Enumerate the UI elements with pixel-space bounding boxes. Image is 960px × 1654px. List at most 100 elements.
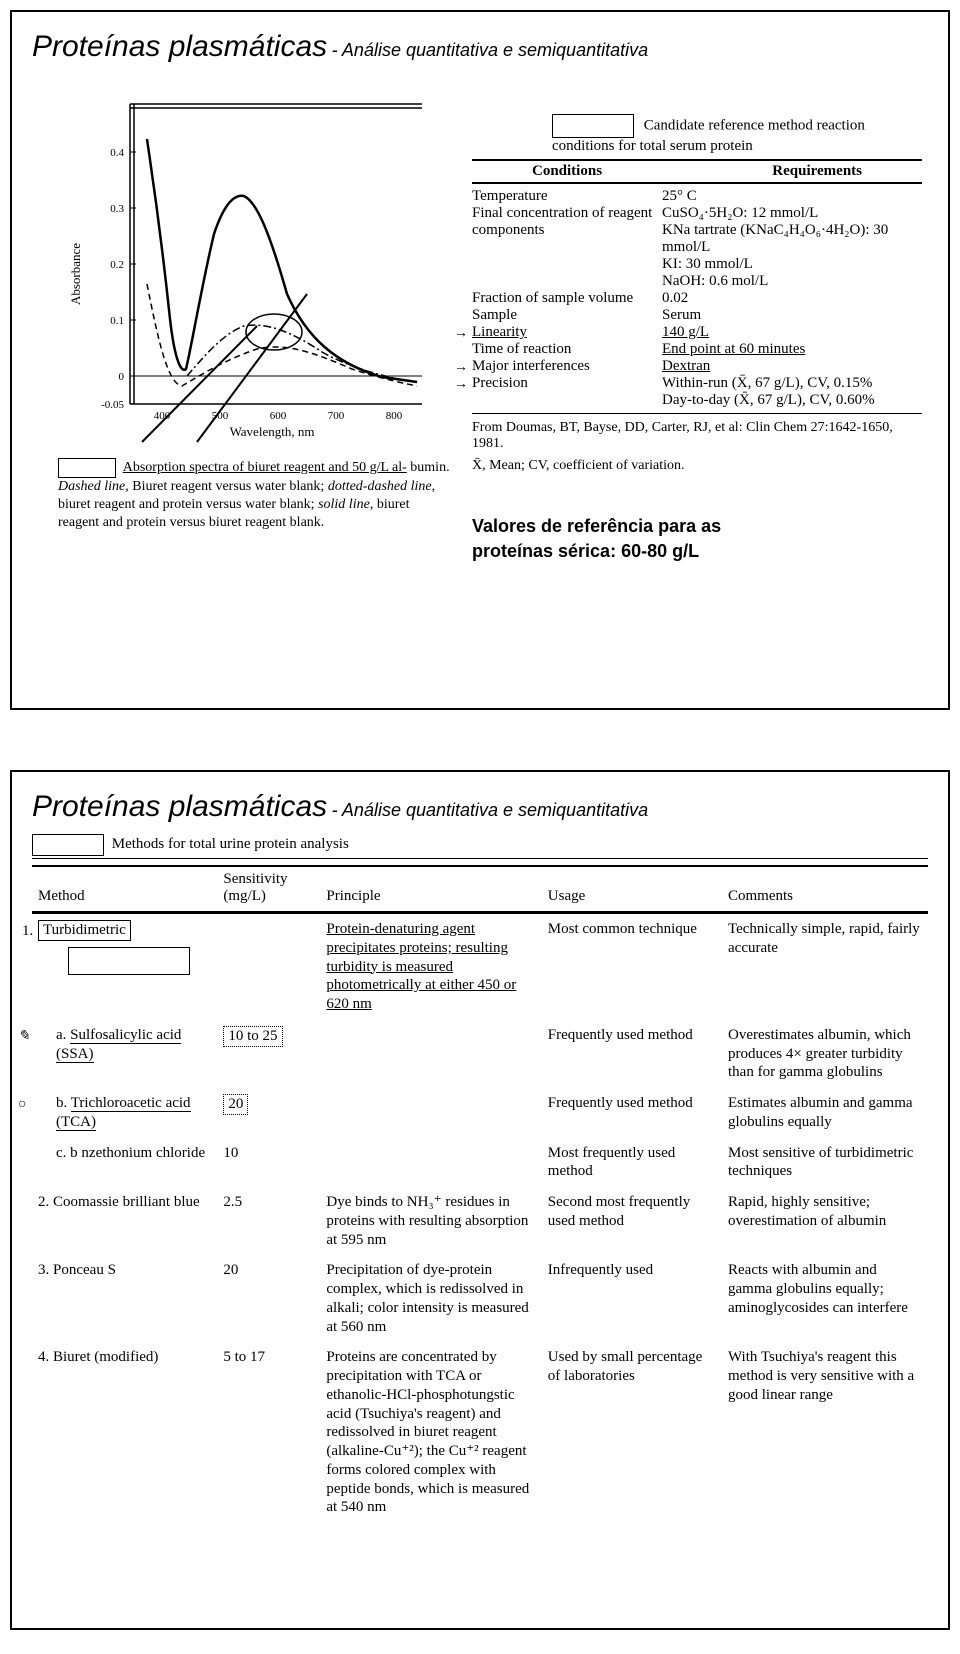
arrow-icon: → [454, 377, 468, 393]
cond-row: →PrecisionWithin-run (X̄, 67 g/L), CV, 0… [472, 375, 922, 409]
svg-text:-0.05: -0.05 [101, 399, 124, 411]
svg-text:800: 800 [386, 410, 403, 422]
svg-text:0.1: 0.1 [110, 315, 124, 327]
cond-row: SampleSerum [472, 307, 922, 324]
figure-label-box [58, 458, 116, 478]
cond-value: CuSO₄·5H₂O: 12 mmol/L [662, 205, 922, 222]
title-main: Proteínas plasmáticas [32, 30, 327, 63]
ref-footnote-2: X̄, Mean; CV, coefficient of variation. [472, 458, 922, 474]
cell-usage: Second most frequently used method [542, 1187, 722, 1255]
cond-value: 25° C [662, 188, 922, 205]
title-sep: - [332, 40, 342, 60]
table-row: ○b. Trichloroacetic acid (TCA)20 Frequent… [32, 1088, 928, 1138]
urine-table-header: Methods for total urine protein analysis [32, 834, 928, 859]
table-row: 1.Turbidimetric Protein-denaturing agent … [32, 913, 928, 1020]
cell-method: c. b nzethonium chloride [32, 1138, 217, 1188]
cond-row: Time of reaction End point at 60 minutes [472, 341, 922, 358]
cell-sensitivity [217, 913, 320, 1020]
cell-usage: Used by small percentage of laboratories [542, 1342, 722, 1523]
col-conditions: Conditions [532, 163, 602, 180]
cond-row: Fraction of sample volume0.02 [472, 290, 922, 307]
cell-method: 1.Turbidimetric [32, 913, 217, 1020]
cond-name: Linearity [472, 324, 527, 340]
svg-text:0.4: 0.4 [110, 147, 124, 159]
cond-value: End point at 60 minutes [662, 341, 922, 358]
cond-value: KNa tartrate (KNaC₄H₄O₆·4H₂O): 30 mmol/L [662, 222, 922, 256]
cell-usage: Infrequently used [542, 1255, 722, 1342]
cell-sensitivity: 5 to 17 [217, 1342, 320, 1523]
cell-sensitivity: 20 [217, 1255, 320, 1342]
table-row: ✎a. Sulfosalicylic acid (SSA)10 to 25 Fre… [32, 1020, 928, 1088]
table-row: 2. Coomassie brilliant blue2.5Dye binds … [32, 1187, 928, 1255]
cell-principle: Dye binds to NH₃⁺ residues in proteins w… [320, 1187, 541, 1255]
chart-caption: Absorption spectra of biuret reagent and… [52, 458, 452, 533]
cell-principle [320, 1020, 541, 1088]
urine-methods-table: Method Sensitivity(mg/L) Principle Usage… [32, 865, 928, 1523]
arrow-icon: → [454, 360, 468, 376]
col-comments: Comments [722, 866, 928, 913]
table-row: c. b nzethonium chloride10 Most frequentl… [32, 1138, 928, 1188]
title-sub-2: Análise quantitativa e semiquantitativa [342, 800, 648, 820]
cell-comments: Rapid, highly sensitive; overestimation … [722, 1187, 928, 1255]
cell-principle [320, 1138, 541, 1188]
x-axis-label: Wavelength, nm [230, 424, 315, 439]
cell-method: 3. Ponceau S [32, 1255, 217, 1342]
slide1-title: Proteínas plasmáticas - Análise quantita… [32, 30, 928, 64]
cond-row: Temperature 25° C [472, 188, 922, 205]
urine-label-box [32, 834, 104, 856]
cell-sensitivity: 10 to 25 [217, 1020, 320, 1088]
ref-footnote-1: From Doumas, BT, Bayse, DD, Carter, RJ, … [472, 420, 922, 452]
cond-value: Day-to-day (X̄, 67 g/L), CV, 0.60% [662, 392, 922, 409]
cell-usage: Frequently used method [542, 1020, 722, 1088]
cond-name: Time of reaction [472, 341, 571, 357]
cell-principle: Precipitation of dye-protein complex, wh… [320, 1255, 541, 1342]
cell-principle: Protein-denaturing agent precipitates pr… [320, 913, 541, 1020]
table-row: 4. Biuret (modified)5 to 17Proteins are … [32, 1342, 928, 1523]
cell-usage: Frequently used method [542, 1088, 722, 1138]
slide-1: Proteínas plasmáticas - Análise quantita… [10, 10, 950, 710]
reference-values: Valores de referência para as proteínas … [472, 514, 922, 564]
cell-comments: With Tsuchiya's reagent this method is v… [722, 1342, 928, 1523]
cond-name: Sample [472, 307, 517, 323]
col-usage: Usage [542, 866, 722, 913]
cell-sensitivity: 2.5 [217, 1187, 320, 1255]
table-label-box [552, 114, 634, 138]
cell-sensitivity: 20 [217, 1088, 320, 1138]
title-main-2: Proteínas plasmáticas [32, 790, 327, 823]
svg-text:0: 0 [119, 371, 125, 383]
absorbance-chart: -0.05 0 0.1 0.2 0.3 0.4 400 50 [52, 84, 452, 533]
reference-method-table: Candidate reference method reaction cond… [472, 114, 922, 564]
title-sep-2: - [332, 800, 342, 820]
cell-principle: Proteins are concentrated by precipitati… [320, 1342, 541, 1523]
cond-row: Final concentration of reagent component… [472, 205, 922, 290]
cell-usage: Most common technique [542, 913, 722, 1020]
slide-2: Proteínas plasmáticas - Análise quantita… [10, 770, 950, 1630]
cond-value: Dextran [662, 358, 922, 375]
table-row: 3. Ponceau S20Precipitation of dye-prote… [32, 1255, 928, 1342]
ref-values-line1: Valores de referência para as [472, 514, 922, 539]
cell-comments: Estimates albumin and gamma globulins eq… [722, 1088, 928, 1138]
y-axis-label: Absorbance [68, 243, 83, 305]
caption-lead: Absorption spectra of biuret reagent and… [123, 460, 407, 475]
title-sub: Análise quantitativa e semiquantitativa [342, 40, 648, 60]
cell-principle [320, 1088, 541, 1138]
svg-text:700: 700 [328, 410, 345, 422]
urine-table-title: Methods for total urine protein analysis [112, 836, 349, 852]
cell-usage: Most frequently used method [542, 1138, 722, 1188]
cond-value: NaOH: 0.6 mol/L [662, 273, 922, 290]
cell-method: ✎a. Sulfosalicylic acid (SSA) [32, 1020, 217, 1088]
cell-method: 4. Biuret (modified) [32, 1342, 217, 1523]
svg-text:0.3: 0.3 [110, 203, 124, 215]
col-principle: Principle [320, 866, 541, 913]
arrow-icon: → [454, 326, 468, 342]
col-sensitivity: Sensitivity(mg/L) [217, 866, 320, 913]
cell-method: ○b. Trichloroacetic acid (TCA) [32, 1088, 217, 1138]
cond-name: Temperature [472, 188, 548, 204]
cell-sensitivity: 10 [217, 1138, 320, 1188]
cell-comments: Reacts with albumin and gamma globulins … [722, 1255, 928, 1342]
cell-method: 2. Coomassie brilliant blue [32, 1187, 217, 1255]
cell-comments: Most sensitive of turbidimetric techniqu… [722, 1138, 928, 1188]
cond-name: Major interferences [472, 358, 590, 374]
slide2-title: Proteínas plasmáticas - Análise quantita… [32, 790, 928, 824]
cond-row: →Linearity140 g/L [472, 324, 922, 341]
